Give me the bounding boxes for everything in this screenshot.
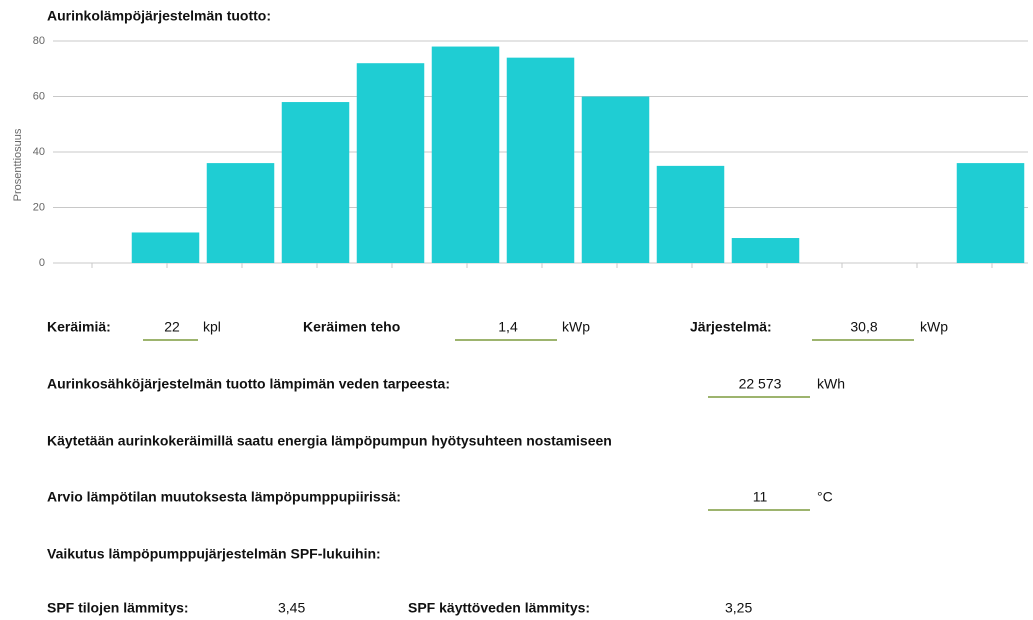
field-value[interactable]: 11	[753, 489, 768, 505]
bar	[956, 163, 1025, 263]
field-value: 3,25	[725, 600, 752, 616]
label: SPF tilojen lämmitys:	[47, 600, 189, 616]
form: Keräimiä: 22 kpl Keräimen teho 1,4 kWp J…	[47, 319, 948, 616]
bar	[206, 163, 275, 263]
y-tick-label: 0	[39, 257, 45, 269]
bar	[356, 63, 425, 264]
unit: °C	[817, 489, 833, 505]
y-tick-label: 40	[33, 146, 45, 158]
label: Järjestelmä:	[690, 319, 772, 335]
field-value: 3,45	[278, 600, 305, 616]
field-value[interactable]: 22 573	[739, 376, 782, 392]
unit: kWh	[817, 376, 845, 392]
field-value[interactable]: 30,8	[850, 319, 877, 335]
unit: kWp	[920, 319, 948, 335]
section-heading: Vaikutus lämpöpumppujärjestelmän SPF-luk…	[47, 546, 381, 562]
unit: kWp	[562, 319, 590, 335]
y-axis-label: Prosenttiosuus	[12, 128, 24, 201]
bar	[281, 102, 350, 263]
y-tick-label: 60	[33, 90, 45, 102]
label: SPF käyttöveden lämmitys:	[408, 600, 590, 616]
label: Keräimiä:	[47, 319, 111, 335]
bar	[431, 46, 500, 263]
bar	[581, 96, 650, 263]
label: Arvio lämpötilan muutoksesta lämpöpumppu…	[47, 489, 401, 505]
bar	[731, 238, 800, 263]
bar	[131, 232, 200, 263]
label: Keräimen teho	[303, 319, 400, 335]
chart-title: Aurinkolämpöjärjestelmän tuotto:	[47, 8, 271, 24]
y-tick-label: 20	[33, 201, 45, 213]
field-value[interactable]: 1,4	[498, 319, 518, 335]
label: Aurinkosähköjärjestelmän tuotto lämpimän…	[47, 376, 450, 392]
y-tick-label: 80	[33, 35, 45, 47]
bar	[506, 57, 575, 264]
note: Käytetään aurinkokeräimillä saatu energi…	[47, 433, 612, 449]
bar	[656, 165, 725, 263]
field-value[interactable]: 22	[164, 319, 180, 335]
unit: kpl	[203, 319, 221, 335]
